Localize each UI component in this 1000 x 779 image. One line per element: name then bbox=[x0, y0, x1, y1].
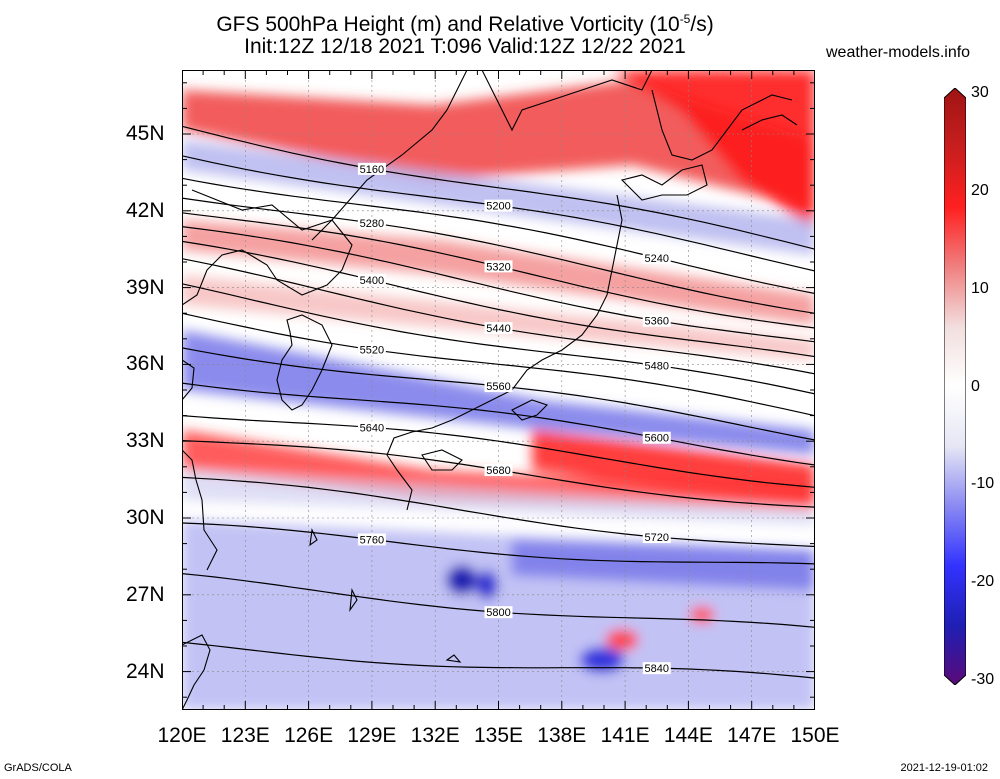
contour-label-bg bbox=[484, 606, 513, 619]
contour-line bbox=[182, 382, 815, 466]
contour-label-bg bbox=[357, 216, 386, 229]
contour-label: 5280 bbox=[360, 218, 384, 230]
colorbar-svg bbox=[943, 87, 967, 686]
contour-line bbox=[182, 197, 815, 314]
contour-line bbox=[182, 240, 815, 358]
colorbar-label: 10 bbox=[971, 279, 989, 297]
contour-label-bg bbox=[357, 533, 386, 546]
lat-label: 36N bbox=[126, 352, 165, 376]
contour-line bbox=[182, 415, 815, 488]
contour-label: 5680 bbox=[486, 465, 510, 477]
lon-label: 123E bbox=[220, 724, 270, 747]
coast-korea bbox=[276, 314, 333, 411]
contour-label-bg bbox=[642, 359, 671, 372]
contour-label: 5400 bbox=[360, 275, 384, 287]
coast-hokkaido bbox=[620, 164, 708, 201]
colorbar-body bbox=[943, 87, 967, 686]
colorbar-label: 0 bbox=[971, 377, 980, 395]
map-plot: 5160 5200 5240 5280 5320 5360 5400 5440 5480 5520… bbox=[182, 70, 815, 710]
contour-label: 5320 bbox=[486, 261, 510, 273]
contour-label: 5600 bbox=[645, 433, 669, 445]
contour-label-bg bbox=[642, 662, 671, 675]
contour-label: 5520 bbox=[360, 345, 384, 357]
chart-title: GFS 500hPa Height (m) and Relative Vorti… bbox=[216, 12, 714, 36]
lon-label: 141E bbox=[600, 724, 650, 747]
contour-label-bg bbox=[642, 314, 671, 327]
contour-label-bg bbox=[484, 380, 513, 393]
colorbar bbox=[943, 87, 967, 686]
lat-label: 42N bbox=[126, 198, 165, 222]
lon-label: 120E bbox=[157, 724, 207, 747]
contour-line bbox=[182, 522, 815, 565]
lat-label: 24N bbox=[126, 659, 165, 683]
contour-line bbox=[182, 125, 815, 250]
contour-label: 5160 bbox=[360, 164, 384, 176]
lat-label: 45N bbox=[126, 122, 165, 145]
contour-line bbox=[182, 226, 815, 343]
contour-label: 5760 bbox=[360, 534, 384, 546]
contour-label: 5800 bbox=[486, 607, 510, 619]
lon-label: 135E bbox=[473, 724, 524, 747]
colorbar-label: -10 bbox=[971, 475, 995, 493]
contour-label-bg bbox=[484, 260, 513, 273]
contour-label-bg bbox=[484, 464, 513, 477]
contour-label-bg bbox=[357, 343, 386, 356]
contour-label-bg bbox=[484, 322, 513, 335]
footer-left: GrADS/COLA bbox=[4, 762, 72, 774]
map-svg: 5160 5200 5240 5280 5320 5360 5400 5440 5480 5520… bbox=[182, 70, 815, 710]
contour-label-bg bbox=[484, 199, 513, 212]
lon-label: 126E bbox=[284, 724, 334, 747]
lon-label: 144E bbox=[663, 724, 713, 747]
contour-label-bg bbox=[642, 531, 671, 544]
lat-label: 39N bbox=[126, 275, 165, 299]
source-site: weather-models.info bbox=[826, 44, 971, 61]
contour-label: 5480 bbox=[645, 361, 669, 373]
contour-label: 5640 bbox=[360, 422, 384, 434]
contour-line bbox=[182, 476, 815, 548]
contour-label-bg bbox=[357, 274, 386, 287]
chart-subtitle: Init:12Z 12/18 2021 T:096 Valid:12Z 12/2… bbox=[244, 35, 686, 58]
contour-label: 5720 bbox=[645, 532, 669, 544]
contour-label-bg bbox=[357, 162, 386, 175]
lon-label: 132E bbox=[410, 724, 460, 747]
colorbar-label: 20 bbox=[971, 181, 989, 199]
contour-label-bg bbox=[642, 251, 671, 264]
lat-label: 33N bbox=[126, 429, 165, 453]
contour-line bbox=[182, 312, 815, 417]
contour-label: 5360 bbox=[645, 316, 669, 328]
contour-label: 5200 bbox=[486, 201, 510, 213]
colorbar-label: -20 bbox=[971, 573, 995, 591]
colorbar-label: -30 bbox=[971, 671, 995, 688]
lon-label: 150E bbox=[790, 724, 840, 747]
contour-line bbox=[182, 641, 815, 679]
contour-line bbox=[182, 283, 815, 395]
contour-label: 5840 bbox=[645, 663, 669, 675]
coast-taiwan bbox=[182, 634, 211, 710]
lon-label: 129E bbox=[347, 724, 397, 747]
contour-label-bg bbox=[357, 421, 386, 434]
contour-label-bg bbox=[642, 431, 671, 444]
lon-label: 138E bbox=[537, 724, 587, 747]
contour-label: 5240 bbox=[645, 253, 669, 265]
footer-right: 2021-12-19-01:02 bbox=[900, 762, 988, 774]
contour-label: 5440 bbox=[486, 323, 510, 335]
lat-label: 30N bbox=[126, 506, 165, 529]
contour-label: 5560 bbox=[486, 381, 510, 393]
contour-line bbox=[182, 177, 815, 295]
colorbar-label: 30 bbox=[971, 84, 989, 101]
lat-label: 27N bbox=[126, 582, 165, 606]
lon-label: 147E bbox=[727, 724, 777, 747]
contour-labels: 5160 5200 5240 5280 5320 5360 5400 5440 5480 5520… bbox=[357, 162, 671, 675]
axis-ticks bbox=[182, 70, 815, 710]
